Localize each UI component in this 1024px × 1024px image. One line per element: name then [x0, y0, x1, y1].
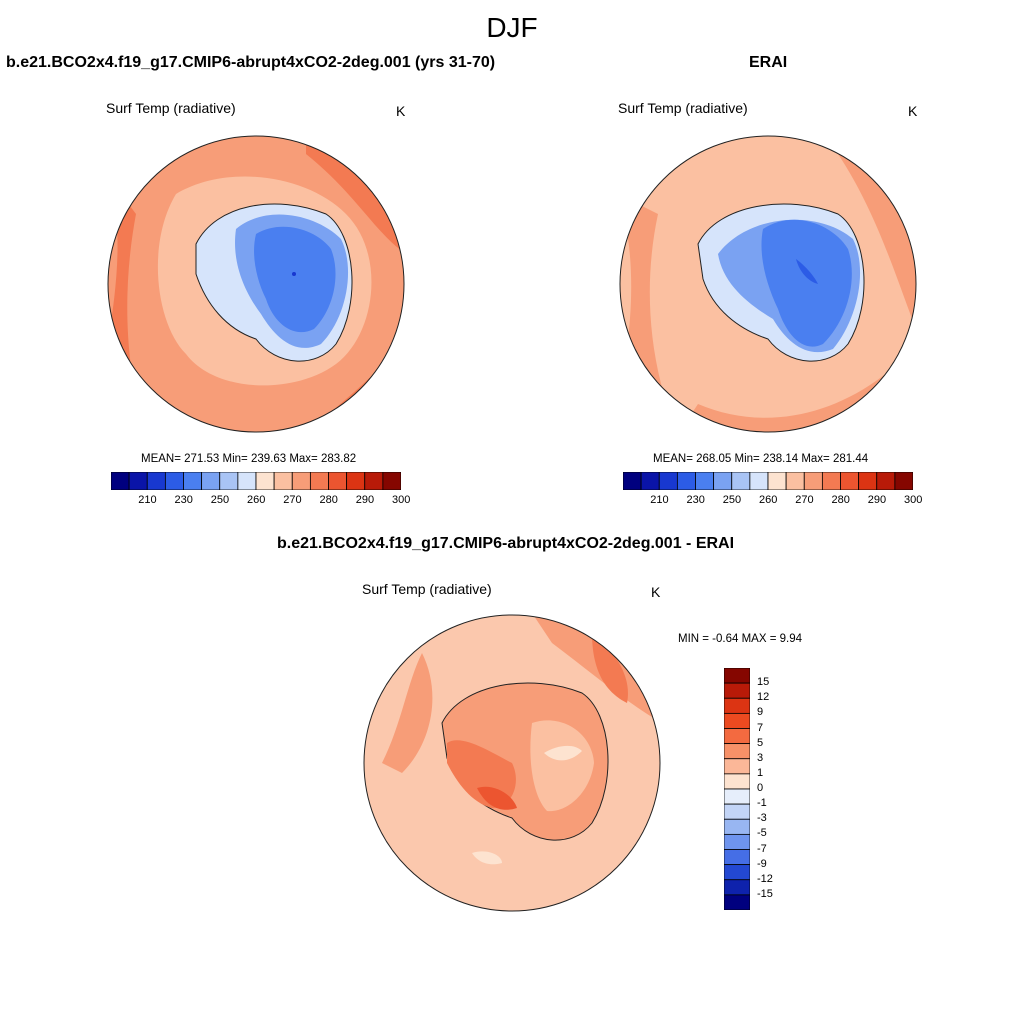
colorbar-tick-label: 290: [867, 494, 887, 506]
colorbar-tick-label: -9: [757, 857, 767, 870]
panel-model-units: K: [396, 103, 406, 119]
colorbar-tick-label: -3: [757, 812, 767, 825]
colorbar-tick-label: 5: [757, 736, 764, 749]
panel-model-stats: MEAN= 271.53 Min= 239.63 Max= 283.82: [141, 453, 357, 465]
panel-model-map: [107, 135, 405, 433]
colorbar-swatch: [724, 668, 750, 684]
colorbar-swatch: [382, 472, 401, 490]
colorbar-swatch: [803, 472, 823, 490]
colorbar-swatch: [724, 773, 750, 790]
panel-obs-units: K: [908, 103, 918, 119]
colorbar-tick-label: 230: [174, 494, 193, 506]
colorbar-swatch: [146, 472, 166, 490]
colorbar-tick-label: 250: [722, 494, 742, 506]
colorbar-tick-label: 250: [210, 494, 230, 506]
colorbar-swatch: [876, 472, 896, 490]
colorbar-swatch: [724, 894, 750, 910]
colorbar-tick-label: 3: [757, 751, 764, 764]
colorbar-swatch: [309, 472, 329, 490]
colorbar-swatch: [640, 472, 660, 490]
colorbar-tick-label: 270: [795, 494, 814, 506]
colorbar-swatch: [291, 472, 311, 490]
panel-diff-map: [363, 614, 661, 912]
panel-model-variable: Surf Temp (radiative): [106, 100, 236, 116]
panel-obs-map: [619, 135, 917, 433]
colorbar-swatch: [237, 472, 257, 490]
colorbar-swatch: [724, 833, 750, 850]
colorbar-tick-label: 290: [355, 494, 375, 506]
colorbar-tick-label: 280: [319, 494, 338, 506]
colorbar-tick-label: 0: [757, 782, 764, 794]
colorbar-tick-label: 1: [757, 766, 764, 779]
colorbar-tick-label: 210: [650, 494, 669, 506]
colorbar-swatch: [713, 472, 733, 490]
panel-obs-stats: MEAN= 268.05 Min= 238.14 Max= 281.44: [653, 453, 869, 465]
panel-diff-variable: Surf Temp (radiative): [362, 581, 492, 597]
colorbar-swatch: [724, 803, 750, 820]
colorbar-swatch: [183, 472, 203, 490]
colorbar-tick-label: 270: [283, 494, 302, 506]
colorbar-swatch: [785, 472, 805, 490]
colorbar-swatch: [858, 472, 878, 490]
colorbar-tick-label: 300: [904, 494, 923, 506]
colorbar-tick-label: 15: [757, 676, 770, 689]
colorbar-swatch: [724, 818, 750, 835]
colorbar-swatch: [724, 728, 750, 745]
colorbar-swatch: [724, 697, 750, 714]
colorbar-tick-label: 260: [247, 494, 266, 506]
colorbar-tick-label: 12: [757, 691, 770, 704]
colorbar-swatch: [328, 472, 348, 490]
colorbar-swatch: [724, 849, 750, 866]
colorbar-swatch: [623, 472, 642, 490]
colorbar-swatch: [255, 472, 275, 490]
colorbar-swatch: [724, 788, 750, 805]
colorbar-swatch: [164, 472, 184, 490]
colorbar-swatch: [273, 472, 293, 490]
colorbar-obs: [623, 472, 913, 490]
colorbar-swatch: [346, 472, 366, 490]
panel-diff-units: K: [651, 584, 661, 600]
colorbar-tick-label: -15: [757, 887, 773, 900]
colorbar-swatch: [658, 472, 678, 490]
colorbar-tick-label: 9: [757, 706, 764, 719]
colorbar-tick-label: -7: [757, 842, 767, 855]
colorbar-tick-label: 280: [831, 494, 850, 506]
colorbar-tick-label: -12: [757, 872, 773, 885]
colorbar-diff: [724, 668, 750, 910]
colorbar-swatch: [111, 472, 130, 490]
colorbar-tick-label: 260: [759, 494, 778, 506]
colorbar-swatch: [767, 472, 787, 490]
panel-model-title: b.e21.BCO2x4.f19_g17.CMIP6-abrupt4xCO2-2…: [6, 54, 496, 71]
panel-obs-variable: Surf Temp (radiative): [618, 100, 748, 116]
colorbar-tick-label: 7: [757, 721, 764, 734]
colorbar-swatch: [201, 472, 221, 490]
colorbar-model: [111, 472, 401, 490]
panel-diff-title: b.e21.BCO2x4.f19_g17.CMIP6-abrupt4xCO2-2…: [277, 535, 735, 552]
colorbar-swatch: [724, 743, 750, 760]
colorbar-tick-label: 210: [138, 494, 157, 506]
colorbar-swatch: [724, 758, 750, 775]
colorbar-swatch: [731, 472, 751, 490]
colorbar-tick-label: -1: [757, 797, 767, 810]
colorbar-swatch: [724, 712, 750, 729]
panel-obs-title: ERAI: [749, 54, 788, 71]
main-title: DJF: [486, 12, 538, 43]
colorbar-tick-label: 300: [392, 494, 411, 506]
colorbar-swatch: [749, 472, 769, 490]
colorbar-swatch: [219, 472, 239, 490]
colorbar-swatch: [364, 472, 384, 490]
colorbar-tick-label: -5: [757, 827, 767, 840]
colorbar-swatch: [128, 472, 148, 490]
panel-diff-stats: MIN = -0.64 MAX = 9.94: [678, 633, 803, 645]
colorbar-swatch: [821, 472, 841, 490]
colorbar-swatch: [676, 472, 696, 490]
colorbar-swatch: [894, 472, 913, 490]
colorbar-swatch: [695, 472, 715, 490]
colorbar-swatch: [724, 682, 750, 699]
colorbar-swatch: [840, 472, 860, 490]
colorbar-swatch: [724, 864, 750, 881]
colorbar-tick-label: 230: [686, 494, 705, 506]
colorbar-swatch: [724, 879, 750, 896]
